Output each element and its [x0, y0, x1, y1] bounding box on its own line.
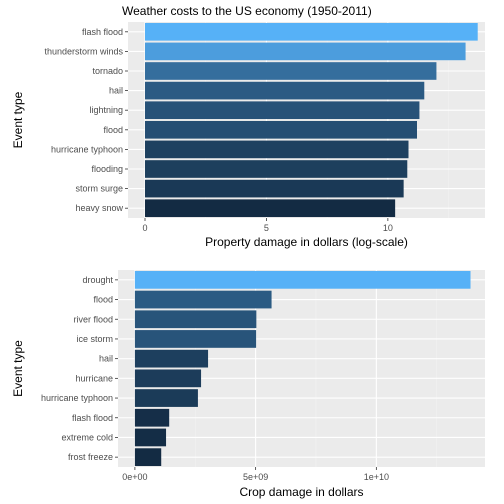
bar-river-flood: [134, 310, 257, 329]
x-tick-label: 1e+10: [364, 472, 389, 482]
y-tick-label: flood: [93, 295, 113, 305]
y-tick-label: frost freeze: [68, 452, 113, 462]
bar-storm-surge: [145, 179, 404, 198]
y-tick-label: hail: [109, 86, 123, 96]
bar-heavy-snow: [145, 199, 396, 218]
y-axis-title: Event type: [11, 91, 25, 148]
x-axis-title: Crop damage in dollars: [239, 485, 363, 499]
x-axis-title: Property damage in dollars (log-scale): [205, 235, 408, 249]
bar-tornado: [145, 62, 437, 80]
bar-flood: [145, 120, 417, 139]
x-tick-label: 10: [383, 223, 393, 233]
y-tick-label: river flood: [73, 314, 113, 324]
bar-hurricane-typhoon: [145, 140, 409, 159]
y-tick-label: hurricane typhoon: [51, 144, 123, 154]
chart-title: Weather costs to the US economy (1950-20…: [122, 4, 372, 18]
bar-extreme-cold: [134, 428, 167, 447]
y-tick-label: flooding: [91, 164, 123, 174]
bar-lightning: [145, 101, 420, 120]
bar-frost-freeze: [134, 448, 162, 467]
y-tick-label: hurricane typhoon: [41, 393, 113, 403]
x-tick-label: 5e+09: [243, 472, 268, 482]
bar-hurricane-typhoon: [134, 389, 198, 407]
y-tick-label: storm surge: [75, 184, 123, 194]
bar-hurricane: [134, 369, 202, 388]
x-tick-label: 5: [264, 223, 269, 233]
y-tick-label: heavy snow: [75, 203, 123, 213]
bar-flood: [134, 290, 272, 309]
y-tick-label: lightning: [89, 105, 123, 115]
y-axis-title: Event type: [11, 340, 25, 397]
y-tick-label: ice storm: [76, 334, 113, 344]
y-tick-label: tornado: [92, 66, 123, 76]
bar-thunderstorm-winds: [145, 42, 466, 61]
crop-damage-panel: drought flood river flood ice storm hail hurr…: [11, 270, 485, 499]
y-tick-label: extreme cold: [61, 432, 113, 442]
property-damage-panel: flash flood thunderstorm winds tornado hail…: [11, 22, 485, 249]
bar-flash-flood: [134, 408, 170, 427]
bar-hail: [134, 349, 209, 368]
bar-flash-flood: [145, 22, 478, 41]
bar-drought: [134, 270, 471, 289]
y-tick-label: thunderstorm winds: [44, 46, 123, 56]
y-tick-label: flash flood: [82, 27, 123, 37]
y-tick-label: flood: [103, 125, 123, 135]
y-tick-label: hurricane: [75, 373, 113, 383]
y-tick-label: hail: [99, 354, 113, 364]
x-tick-label: 0: [142, 223, 147, 233]
x-tick-label: 0e+00: [122, 472, 147, 482]
bar-hail: [145, 81, 425, 100]
bar-flooding: [145, 160, 408, 178]
bar-ice-storm: [134, 330, 257, 348]
y-tick-label: drought: [82, 275, 113, 285]
y-tick-label: flash flood: [72, 413, 113, 423]
